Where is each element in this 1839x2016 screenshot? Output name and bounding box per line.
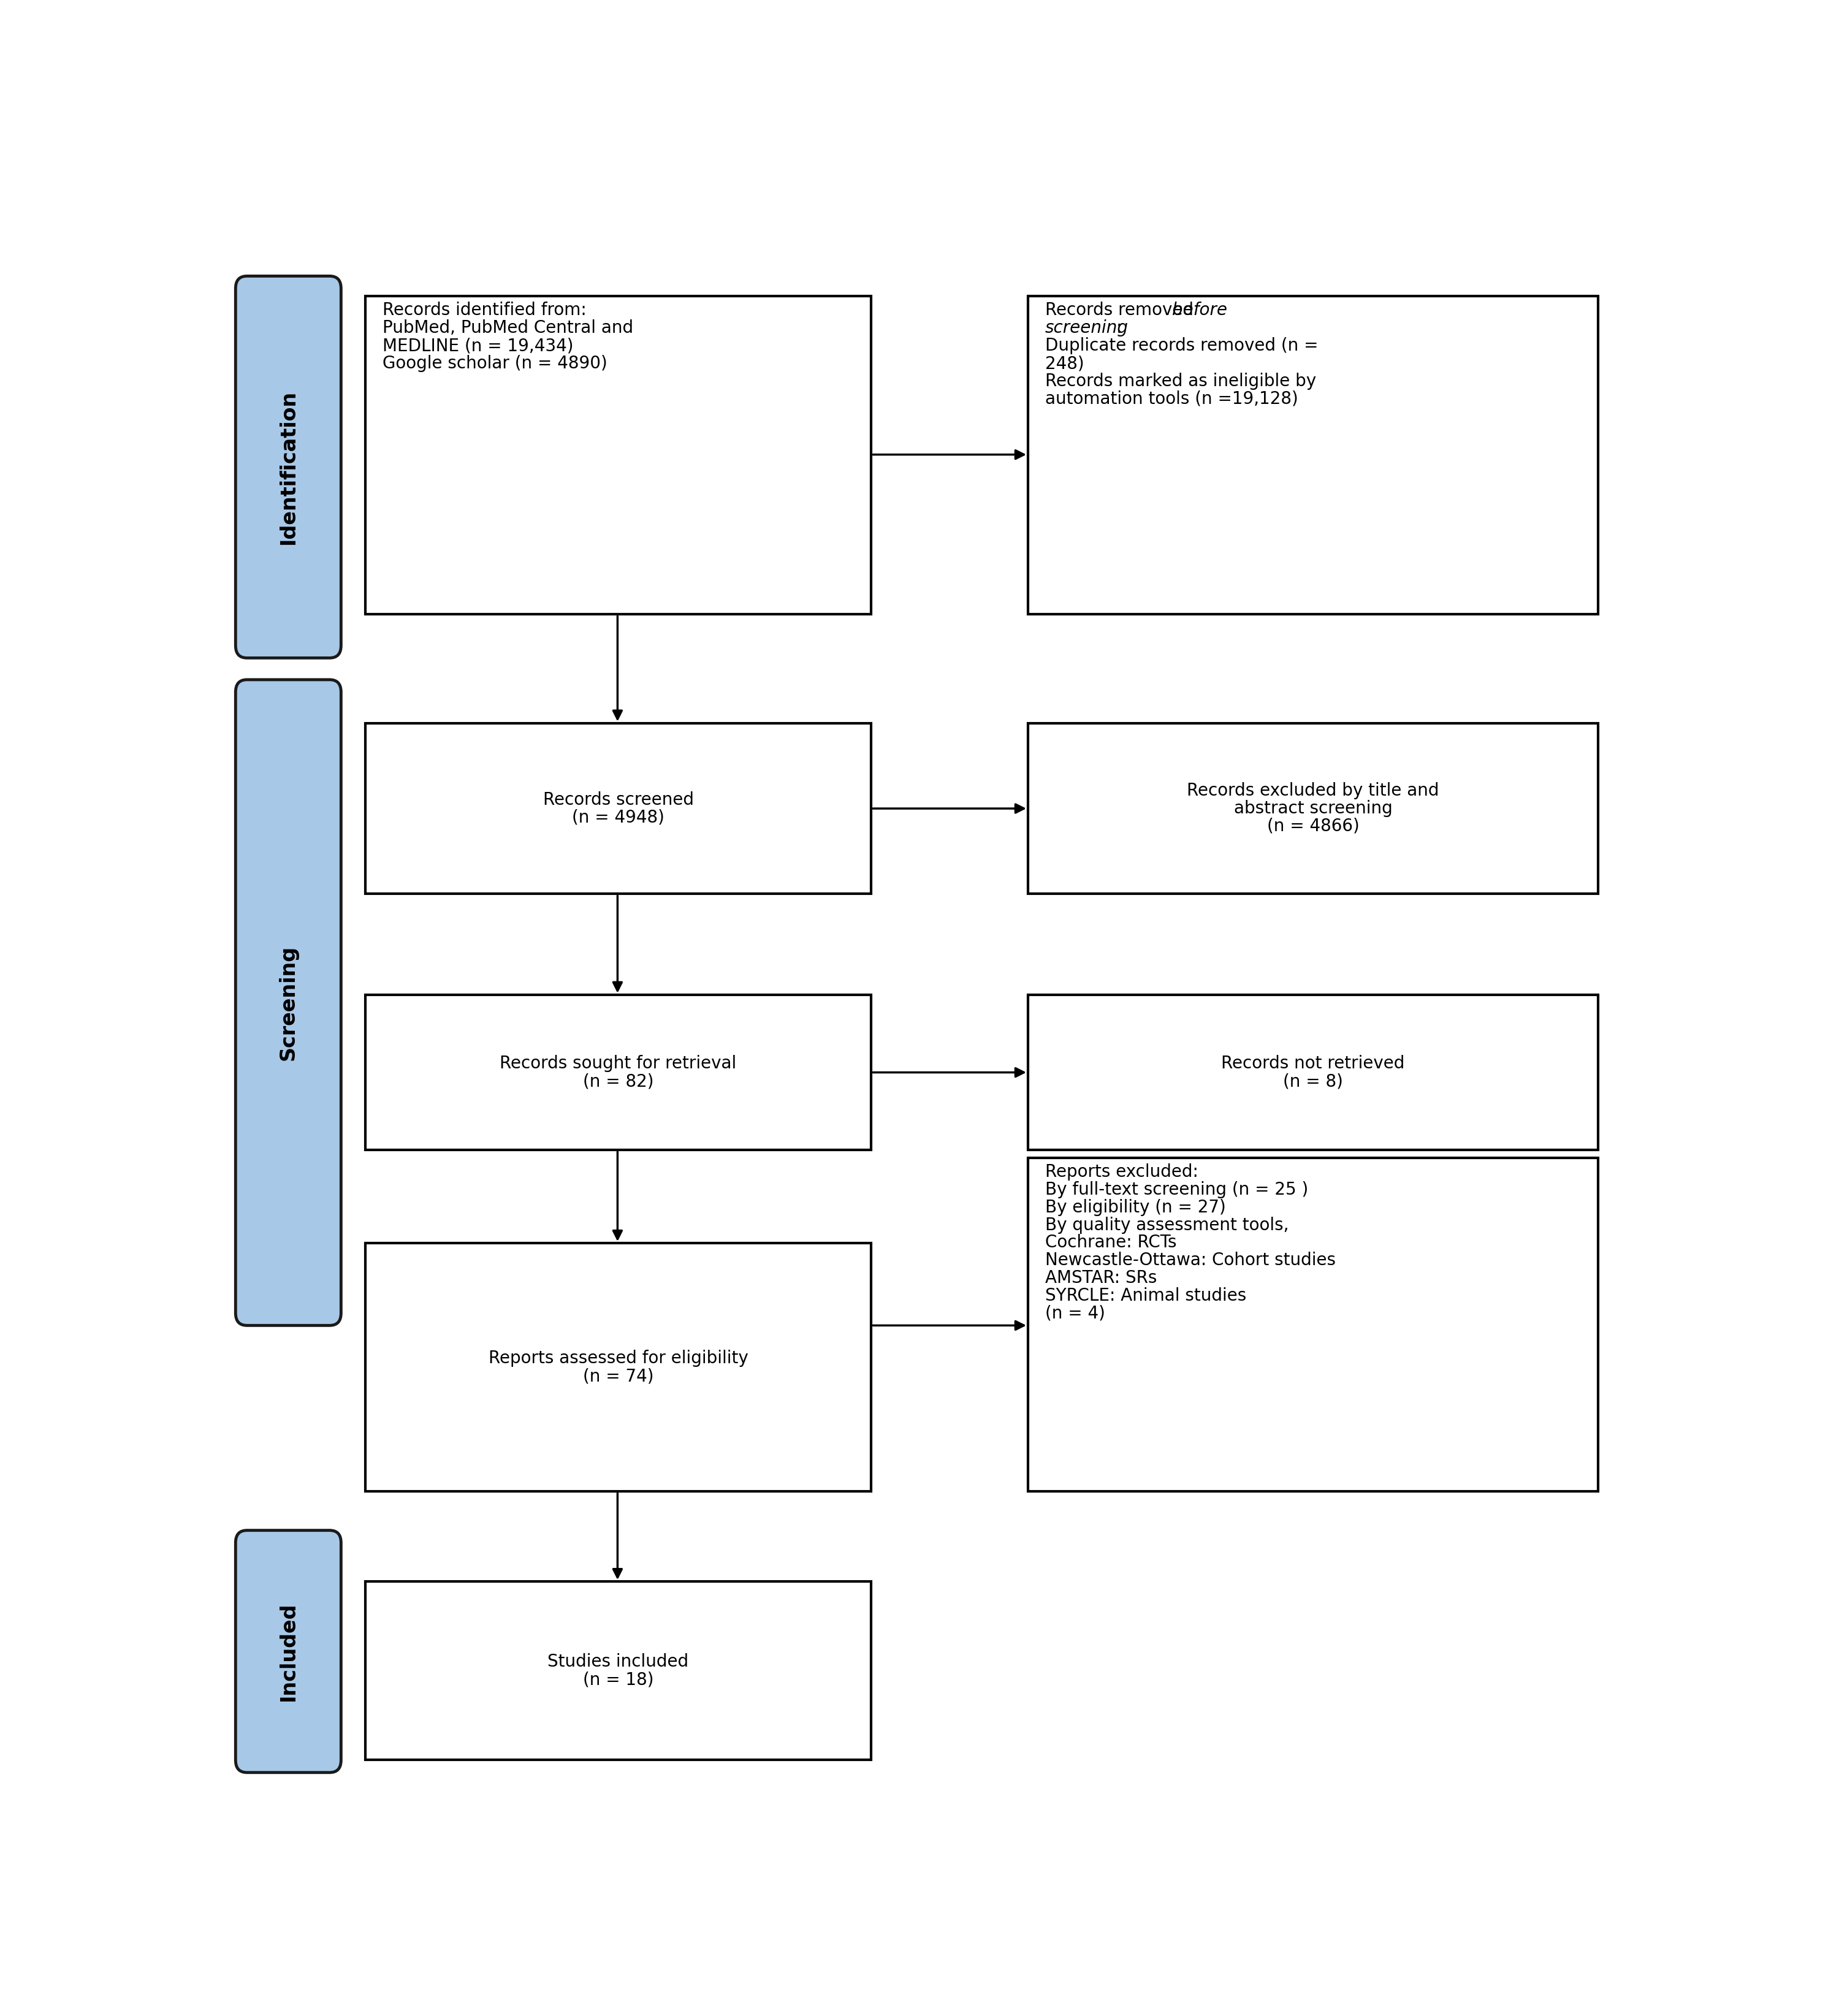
Text: By full-text screening (n = 25 ): By full-text screening (n = 25 ) [1045,1181,1308,1198]
Text: Records identified from:: Records identified from: [383,302,587,319]
Text: MEDLINE (n = 19,434): MEDLINE (n = 19,434) [383,337,574,355]
Text: Reports excluded:: Reports excluded: [1045,1163,1199,1181]
Text: Records excluded by title and: Records excluded by title and [1186,782,1440,800]
FancyBboxPatch shape [235,1530,340,1772]
Text: AMSTAR: SRs: AMSTAR: SRs [1045,1270,1157,1286]
Text: Records removed: Records removed [1045,302,1199,319]
Text: SYRCLE: Animal studies: SYRCLE: Animal studies [1045,1288,1247,1304]
Text: Screening: Screening [278,946,298,1060]
Text: Reports assessed for eligibility: Reports assessed for eligibility [489,1351,748,1367]
FancyBboxPatch shape [1028,296,1598,615]
FancyBboxPatch shape [1028,994,1598,1149]
Text: (n = 8): (n = 8) [1284,1073,1342,1091]
Text: By eligibility (n = 27): By eligibility (n = 27) [1045,1200,1227,1216]
FancyBboxPatch shape [366,1244,872,1492]
Text: Studies included: Studies included [548,1653,690,1671]
Text: 248): 248) [1045,355,1085,373]
Text: PubMed, PubMed Central and: PubMed, PubMed Central and [383,319,633,337]
Text: Records not retrieved: Records not retrieved [1221,1054,1405,1073]
Text: Cochrane: RCTs: Cochrane: RCTs [1045,1234,1177,1252]
FancyBboxPatch shape [1028,1157,1598,1492]
Text: (n = 74): (n = 74) [583,1367,653,1385]
Text: By quality assessment tools,: By quality assessment tools, [1045,1216,1289,1234]
Text: automation tools (n =19,128): automation tools (n =19,128) [1045,391,1298,407]
Text: (n = 4866): (n = 4866) [1267,818,1359,835]
Text: screening: screening [1045,319,1129,337]
FancyBboxPatch shape [366,994,872,1149]
Text: Identification: Identification [278,389,298,544]
FancyBboxPatch shape [1028,724,1598,893]
FancyBboxPatch shape [235,679,340,1325]
Text: Duplicate records removed (n =: Duplicate records removed (n = [1045,337,1319,355]
FancyBboxPatch shape [235,276,340,657]
Text: (n = 18): (n = 18) [583,1671,653,1687]
Text: (n = 82): (n = 82) [583,1073,653,1091]
Text: :: : [1116,319,1122,337]
Text: Google scholar (n = 4890): Google scholar (n = 4890) [383,355,607,373]
Text: before: before [1171,302,1227,319]
Text: (n = 4): (n = 4) [1045,1304,1105,1322]
FancyBboxPatch shape [366,724,872,893]
Text: Included: Included [278,1603,298,1702]
FancyBboxPatch shape [366,1583,872,1760]
Text: Newcastle-Ottawa: Cohort studies: Newcastle-Ottawa: Cohort studies [1045,1252,1335,1268]
Text: Records sought for retrieval: Records sought for retrieval [500,1054,737,1073]
Text: abstract screening: abstract screening [1234,800,1392,816]
Text: Records screened: Records screened [543,790,693,808]
Text: (n = 4948): (n = 4948) [572,808,664,827]
Text: Records marked as ineligible by: Records marked as ineligible by [1045,373,1317,389]
FancyBboxPatch shape [366,296,872,615]
